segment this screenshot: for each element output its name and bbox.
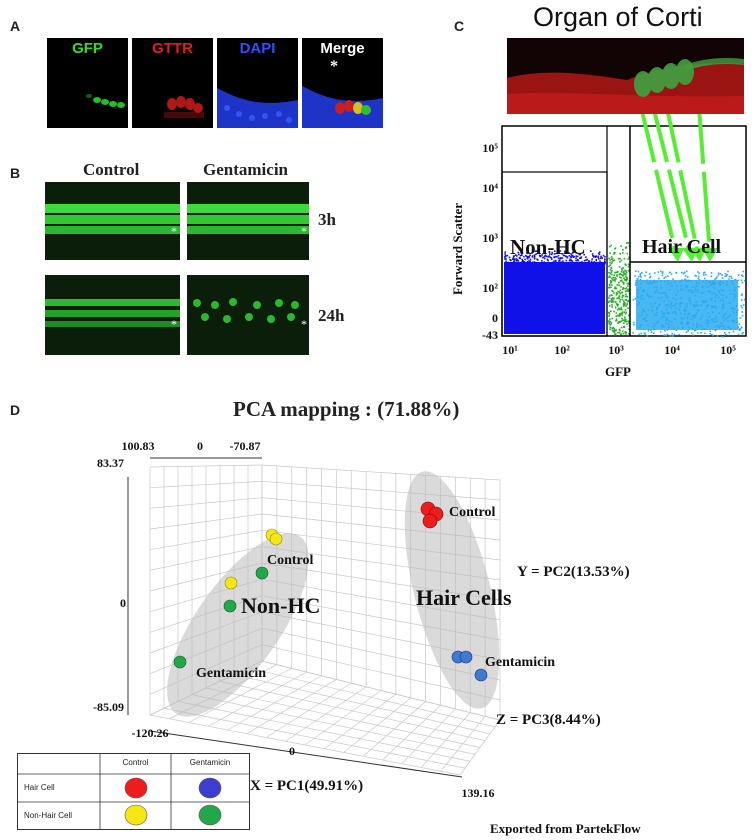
x-ruler — [149, 730, 463, 778]
legend-col-gentamicin: Gentamicin — [189, 758, 231, 767]
col-label-gentamicin: Gentamicin — [203, 160, 288, 179]
x-tick: 10⁵ — [720, 343, 736, 357]
intermediate-population — [608, 242, 631, 336]
projection-arrows — [640, 114, 712, 255]
y-tick: 10² — [482, 281, 498, 295]
hair-cell-population — [632, 270, 746, 338]
b-tile-control-3h: * — [45, 182, 180, 260]
tile-dapi: DAPI — [217, 38, 298, 128]
tile-dapi-label: DAPI — [239, 40, 276, 57]
point-nhc-gent — [223, 599, 237, 613]
top-tick: 100.83 — [122, 439, 155, 453]
point-nhc-gent — [255, 566, 269, 580]
b-tile-gent-24h: * — [187, 275, 309, 355]
cluster-label-non-hc: Non-HC — [241, 593, 320, 618]
y-tick: 10³ — [482, 231, 498, 245]
col-label-control: Control — [83, 160, 140, 179]
point-nhc-control — [269, 532, 283, 546]
b-marker: * — [171, 317, 177, 331]
x-tick: 10² — [554, 343, 570, 357]
tile-gttr-label: GTTR — [152, 40, 193, 57]
hair-cell-cluster-ellipse — [404, 471, 500, 709]
point-hc-gent — [459, 650, 473, 664]
panel-b-letter: B — [10, 165, 21, 181]
pca-title: PCA mapping : (71.88%) — [233, 397, 460, 421]
b-tile-control-24h: * — [45, 275, 180, 355]
tile-merge-label: Merge — [320, 40, 365, 57]
tile-gttr: GTTR — [132, 38, 213, 128]
legend-col-control: Control — [122, 758, 149, 767]
x-tick: 0 — [289, 744, 295, 758]
panel-c-letter: C — [454, 18, 465, 34]
legend-swatch-nhc-control — [124, 804, 148, 826]
cluster-label-hair-cells: Hair Cells — [416, 585, 512, 610]
y-tick: 0 — [120, 596, 126, 610]
pca-legend: Control Gentamicin Hair Cell Non-Hair Ce… — [17, 753, 250, 830]
point-hc-gent — [474, 668, 488, 682]
y-tick: 10⁴ — [482, 181, 498, 195]
top-tick: -70.87 — [230, 439, 261, 453]
x-tick: 10⁴ — [664, 343, 680, 357]
arrow-heads — [668, 248, 718, 262]
x-tick: 10³ — [608, 343, 624, 357]
non-hc-cluster-ellipse — [167, 533, 309, 717]
legend-swatch-hc-gent — [198, 777, 222, 799]
gate-label-non-hc: Non-HC — [510, 235, 586, 259]
b-marker: * — [171, 224, 177, 238]
top-tick: 0 — [197, 439, 203, 453]
point-hc-control — [422, 513, 438, 529]
point-nhc-gent — [173, 655, 187, 669]
tile-merge: Merge * — [302, 38, 383, 128]
y-tick: 83.37 — [97, 456, 124, 470]
axis-y-label: Y = PC2(13.53%) — [517, 564, 630, 580]
b-tile-gent-3h: * — [187, 182, 309, 260]
x-tick: -120.26 — [132, 726, 169, 740]
row-label-3h: 3h — [318, 210, 336, 229]
panel-a-letter: A — [10, 18, 21, 34]
legend-row-non-hair-cell: Non-Hair Cell — [24, 811, 73, 820]
non-hc-population — [504, 250, 607, 334]
merge-asterisk: * — [330, 58, 338, 75]
export-footer: Exported from PartekFlow — [490, 821, 641, 836]
point-nhc-control — [224, 576, 238, 590]
pca-plot: 100.83 0 -70.87 83.37 0 -85.09 -120.26 0… — [93, 439, 641, 836]
pca-points — [173, 501, 488, 682]
label-hc-control: Control — [449, 505, 496, 520]
axis-z-label: Z = PC3(8.44%) — [496, 712, 601, 728]
label-nhc-control: Control — [267, 553, 314, 568]
x-tick: 139.16 — [462, 786, 495, 800]
organ-image — [507, 38, 744, 114]
tile-gfp-label: GFP — [72, 40, 103, 57]
y-tick: 0 — [492, 311, 498, 325]
gate-label-hair-cell: Hair Cell — [642, 236, 722, 258]
row-label-24h: 24h — [318, 306, 345, 325]
label-nhc-gent: Gentamicin — [196, 666, 266, 681]
organ-title: Organ of Corti — [533, 2, 703, 32]
y-tick: 10⁵ — [482, 141, 498, 155]
tile-gfp: GFP — [47, 38, 128, 128]
y-tick: -85.09 — [93, 700, 124, 714]
b-marker: * — [301, 224, 307, 238]
legend-row-hair-cell: Hair Cell — [24, 783, 55, 792]
x-axis-label: GFP — [605, 364, 631, 379]
label-hc-gent: Gentamicin — [485, 655, 555, 670]
axis-x-label: X = PC1(49.91%) — [250, 778, 363, 794]
panel-d-letter: D — [10, 402, 21, 418]
x-tick: 10¹ — [502, 343, 518, 357]
flow-cytometry-plot: Non-HC Hair Cell 10⁵ 10⁴ 10³ 10² 0 -43 1… — [450, 114, 747, 379]
legend-swatch-hc-control — [124, 777, 148, 799]
y-axis-label: Forward Scatter — [450, 203, 465, 295]
y-tick: -43 — [482, 328, 498, 342]
b-marker: * — [301, 317, 307, 331]
legend-swatch-nhc-gent — [198, 804, 222, 826]
